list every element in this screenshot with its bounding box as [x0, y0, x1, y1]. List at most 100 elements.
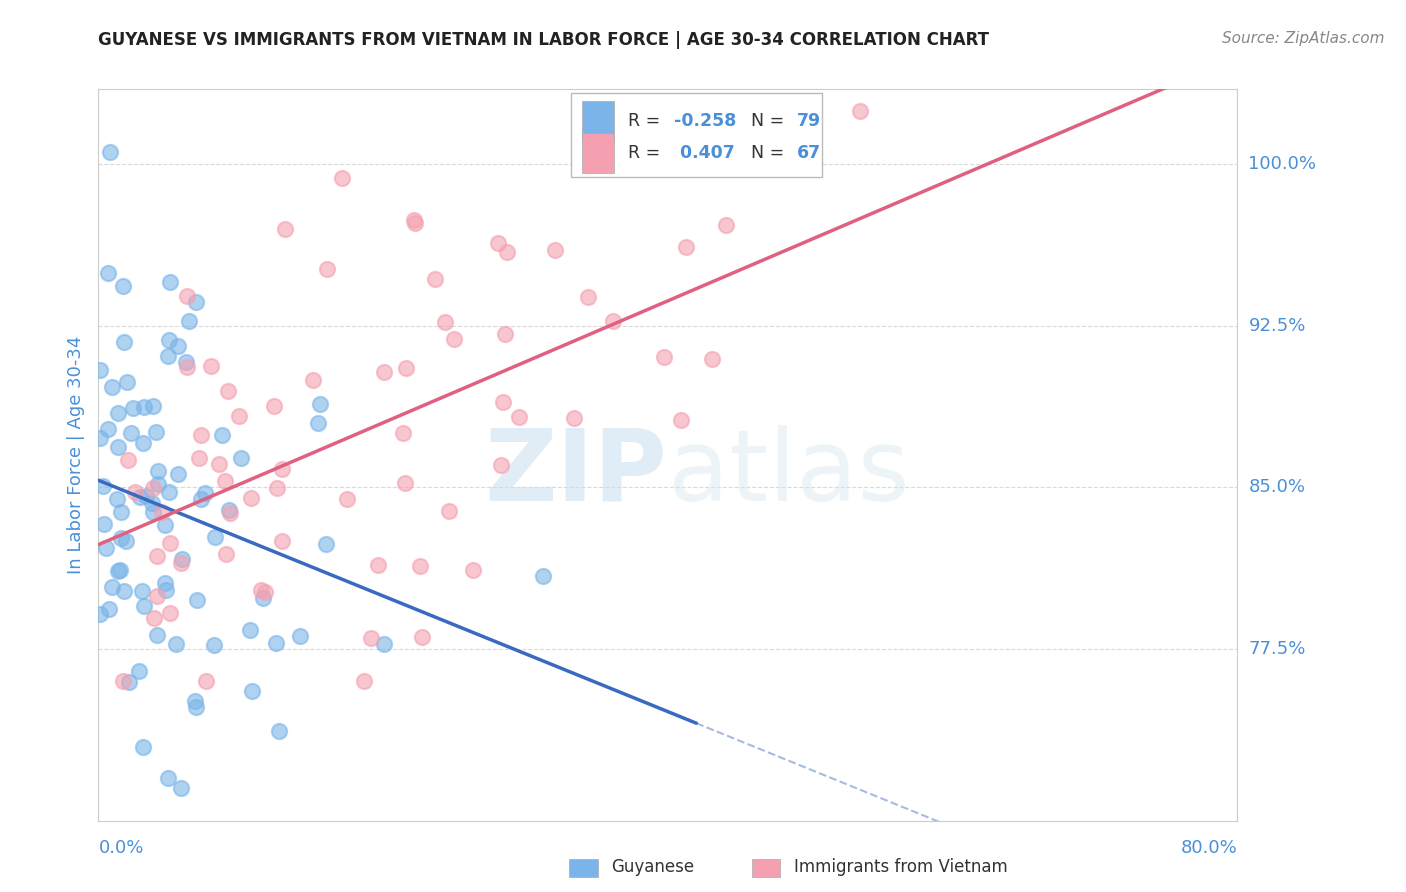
- Y-axis label: In Labor Force | Age 30-34: In Labor Force | Age 30-34: [66, 335, 84, 574]
- Point: [214, 474, 236, 488]
- Point: [89, 362, 111, 376]
- Point: [207, 457, 229, 471]
- Text: 85.0%: 85.0%: [1249, 478, 1305, 496]
- Point: [200, 359, 222, 373]
- Point: [167, 467, 190, 482]
- Point: [150, 505, 173, 519]
- Point: [145, 425, 167, 440]
- Text: 77.5%: 77.5%: [1249, 640, 1306, 657]
- Point: [411, 630, 433, 644]
- Point: [652, 350, 675, 364]
- Point: [461, 563, 484, 577]
- Point: [218, 503, 240, 517]
- Point: [157, 333, 180, 347]
- Point: [443, 333, 465, 347]
- Point: [394, 476, 416, 491]
- Point: [231, 450, 253, 465]
- Point: [155, 582, 177, 597]
- Point: [157, 484, 180, 499]
- Point: [217, 384, 239, 398]
- Point: [142, 481, 165, 495]
- Point: [671, 413, 693, 427]
- Point: [128, 664, 150, 678]
- Point: [214, 547, 236, 561]
- Bar: [582, 133, 614, 173]
- Text: 0.0%: 0.0%: [98, 838, 143, 857]
- Point: [395, 361, 418, 376]
- Point: [402, 212, 425, 227]
- Point: [132, 599, 155, 614]
- Text: R =: R =: [628, 112, 665, 129]
- Point: [494, 327, 516, 342]
- Point: [508, 409, 530, 424]
- Text: 67: 67: [797, 144, 821, 161]
- Point: [110, 506, 132, 520]
- Point: [218, 506, 240, 520]
- Point: [254, 585, 277, 599]
- Point: [204, 530, 226, 544]
- Point: [159, 275, 181, 289]
- Point: [404, 216, 426, 230]
- Point: [271, 533, 294, 548]
- Point: [159, 535, 181, 549]
- Point: [264, 636, 287, 650]
- Text: N =: N =: [740, 112, 789, 129]
- Point: [437, 504, 460, 518]
- Point: [562, 411, 585, 425]
- Point: [96, 541, 118, 556]
- Point: [91, 478, 114, 492]
- Point: [155, 576, 177, 591]
- Point: [100, 380, 122, 394]
- Point: [714, 218, 737, 232]
- Point: [434, 315, 457, 329]
- Point: [849, 103, 872, 118]
- Point: [148, 464, 170, 478]
- Point: [309, 397, 332, 411]
- Point: [141, 496, 163, 510]
- Point: [240, 683, 263, 698]
- Point: [110, 563, 132, 577]
- Text: Source: ZipAtlas.com: Source: ZipAtlas.com: [1222, 31, 1385, 46]
- Point: [153, 517, 176, 532]
- Point: [131, 583, 153, 598]
- Point: [98, 145, 121, 159]
- Text: Immigrants from Vietnam: Immigrants from Vietnam: [794, 858, 1008, 876]
- Point: [142, 400, 165, 414]
- Point: [492, 394, 515, 409]
- Point: [315, 261, 337, 276]
- Point: [271, 462, 294, 476]
- Text: R =: R =: [628, 144, 665, 161]
- Point: [190, 492, 212, 507]
- Point: [602, 314, 624, 328]
- Point: [307, 417, 329, 431]
- Point: [107, 440, 129, 454]
- Point: [118, 675, 141, 690]
- Point: [274, 222, 297, 236]
- Point: [156, 771, 179, 785]
- Point: [531, 569, 554, 583]
- Point: [97, 602, 120, 616]
- Point: [188, 450, 211, 465]
- Point: [145, 589, 167, 603]
- Point: [336, 492, 359, 507]
- Point: [89, 431, 111, 445]
- Point: [115, 534, 138, 549]
- Text: N =: N =: [740, 144, 789, 161]
- Point: [176, 355, 198, 369]
- Point: [97, 422, 120, 436]
- Point: [409, 559, 432, 574]
- Point: [252, 591, 274, 606]
- Point: [263, 399, 285, 413]
- Point: [135, 489, 157, 503]
- Point: [486, 236, 509, 251]
- Text: atlas: atlas: [668, 425, 910, 522]
- Point: [228, 409, 250, 423]
- Point: [489, 458, 512, 472]
- Point: [121, 401, 143, 415]
- Point: [107, 406, 129, 420]
- Point: [373, 637, 395, 651]
- Point: [367, 558, 389, 573]
- Point: [675, 240, 697, 254]
- Point: [112, 334, 135, 349]
- Text: Guyanese: Guyanese: [612, 858, 695, 876]
